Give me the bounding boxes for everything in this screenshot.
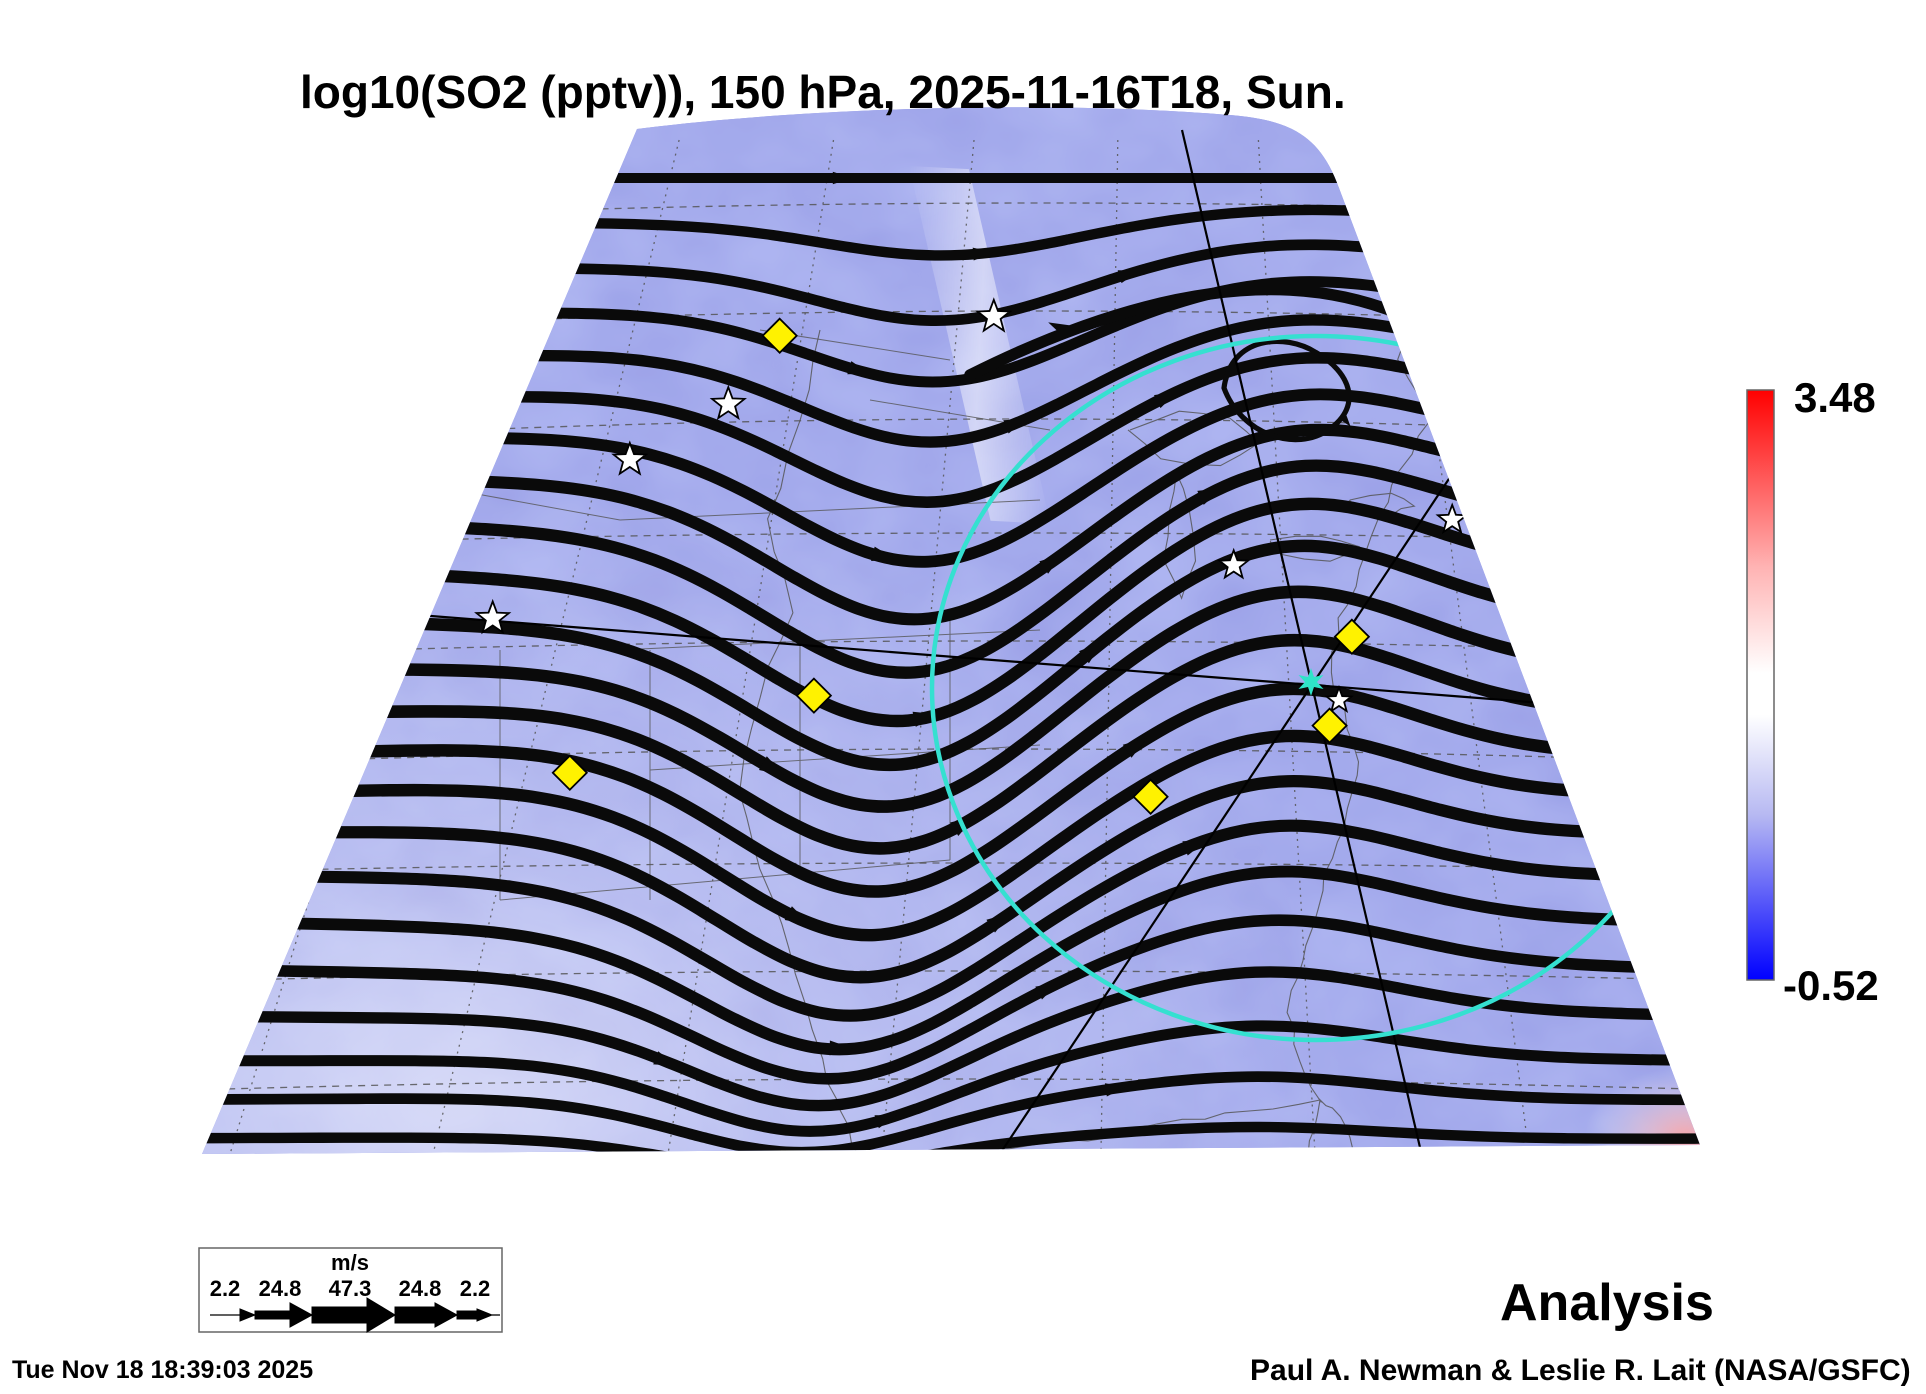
svg-text:2.2: 2.2 bbox=[210, 1276, 241, 1301]
svg-text:Analysis: Analysis bbox=[1500, 1274, 1714, 1332]
svg-text:-0.52: -0.52 bbox=[1783, 962, 1879, 1009]
svg-text:24.8: 24.8 bbox=[399, 1276, 442, 1301]
svg-text:47.3: 47.3 bbox=[329, 1276, 372, 1301]
svg-text:Paul A. Newman & Leslie R. Lai: Paul A. Newman & Leslie R. Lait (NASA/GS… bbox=[1250, 1354, 1911, 1387]
svg-text:2.2: 2.2 bbox=[460, 1276, 491, 1301]
svg-text:m/s: m/s bbox=[331, 1250, 369, 1275]
svg-text:24.8: 24.8 bbox=[259, 1276, 302, 1301]
svg-text:Tue Nov 18 18:39:03 2025: Tue Nov 18 18:39:03 2025 bbox=[12, 1356, 313, 1384]
svg-text:log10(SO2 (pptv)), 150 hPa, 20: log10(SO2 (pptv)), 150 hPa, 2025-11-16T1… bbox=[300, 66, 1346, 118]
svg-text:3.48: 3.48 bbox=[1794, 374, 1876, 421]
